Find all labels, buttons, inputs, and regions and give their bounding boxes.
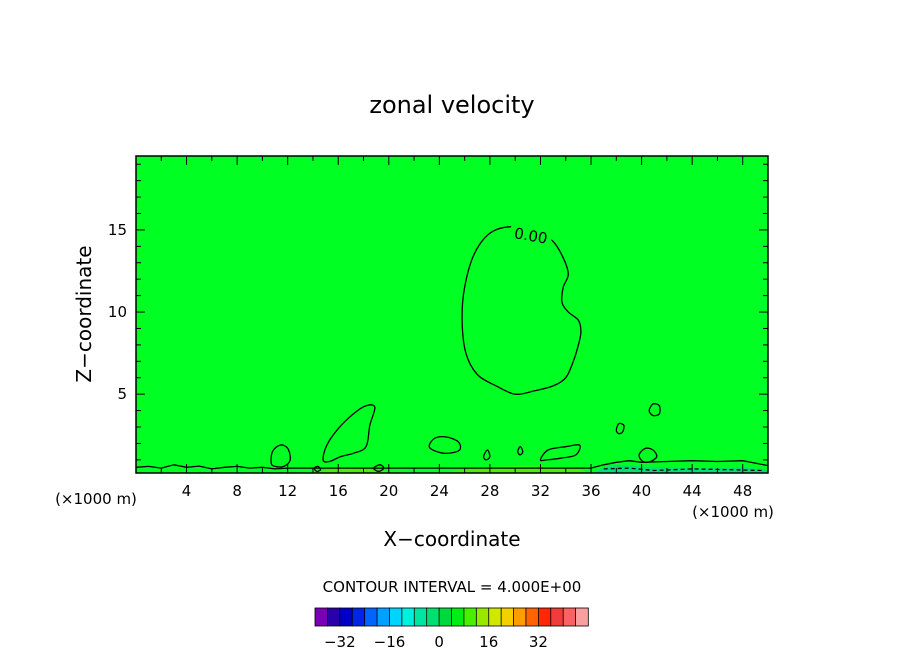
colorbar-swatch [500,607,515,627]
zero-contour-6 [615,422,625,435]
colorbar-swatch [426,607,440,627]
tick-marks [136,156,768,473]
x-tick-label: 36 [581,482,600,500]
y-tick-label: 5 [117,385,127,403]
x-tick-label: 48 [733,482,752,500]
colorbar-swatch [475,607,490,627]
colorbar-swatch [575,607,589,627]
zero-contour-8 [638,447,658,463]
x-tick-label: 24 [430,482,449,500]
zero-contour-2 [428,436,462,455]
x-tick-label: 8 [232,482,242,500]
colorbar-swatch [438,607,453,627]
colorbar-swatch [339,607,353,627]
colorbar-swatch [314,607,329,627]
colorbar-swatch [562,607,577,627]
zero-contour-0 [322,404,376,463]
colorbar-swatch [513,607,527,627]
zero-contour-5 [517,446,524,456]
contour-interval-text: CONTOUR INTERVAL = 4.000E+00 [323,578,582,596]
dashed-contour-0 [603,467,762,472]
zero-contour-3 [539,443,581,462]
x-tick-label: 20 [379,482,398,500]
x-axis-label: X−coordinate [383,527,520,551]
colorbar-label: 0 [434,633,444,651]
chart-title: zonal velocity [369,91,534,119]
zero-contour-10 [313,465,322,473]
colorbar-label: 32 [529,633,548,651]
x-tick-label: 28 [480,482,499,500]
colorbar-swatch [413,607,428,627]
zero-contour-7 [648,403,661,417]
colorbar-swatch [401,607,415,627]
colorbar-label: −16 [374,633,406,651]
colorbar-label: −32 [324,633,356,651]
plot-frame [135,155,769,474]
x-tick-label: 4 [182,482,192,500]
x-tick-label: 12 [278,482,297,500]
colorbar-swatch [364,607,378,627]
colorbar-swatch [525,607,540,627]
contour-label-background [508,223,554,247]
plot-area [136,156,768,473]
y-axis-label: Z−coordinate [72,245,96,382]
bottom-zero-contour [136,460,768,470]
x-unit-label-left: (×1000 m) [55,490,137,508]
x-tick-label: 44 [683,482,702,500]
x-unit-label-right: (×1000 m) [692,503,774,521]
near-surface-patch-0 [306,468,408,473]
zero-contour-4 [482,449,491,461]
colorbar-swatch [327,607,341,627]
colorbar-swatch [537,607,552,627]
contour-label: 0.00 [513,224,549,248]
x-tick-label: 40 [632,482,651,500]
y-tick-label: 15 [108,221,127,239]
main-zero-contour [461,225,582,395]
zero-contour-1 [270,444,291,468]
colorbar-swatch [351,607,366,627]
y-tick-label: 10 [108,303,127,321]
colorbar-swatch [451,607,465,627]
contour-line-layer [136,225,768,473]
colorbar-swatch [488,607,502,627]
colorbar-swatch [389,607,403,627]
x-tick-label: 16 [329,482,348,500]
colorbar-swatch [463,607,478,627]
colorbar-swatch [376,607,391,627]
colorbar-label: 16 [479,633,498,651]
colorbar-swatch [550,607,564,627]
colorbar: −32 −16 0 16 32 [314,607,589,651]
x-tick-label: 32 [531,482,550,500]
